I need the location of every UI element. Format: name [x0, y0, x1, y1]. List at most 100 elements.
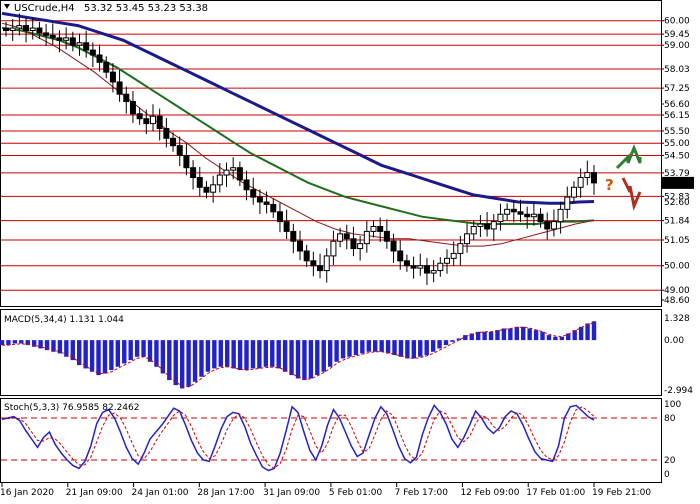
time-tick-label: 5 Feb 01:00	[329, 488, 383, 498]
macd-bar	[347, 340, 352, 357]
candle-body	[9, 27, 16, 31]
candle-body	[83, 42, 90, 51]
macd-bar	[585, 323, 590, 341]
price-pane-border	[0, 0, 662, 307]
candle-body	[256, 196, 263, 203]
candle-body	[283, 221, 290, 232]
macd-signal-line	[2, 322, 595, 388]
macd-bar	[19, 340, 24, 344]
candle-body	[510, 208, 517, 213]
macd-bar	[495, 330, 500, 341]
macd-bar	[437, 340, 442, 349]
candle-body	[163, 128, 170, 139]
candle-body	[323, 255, 330, 272]
macd-bar	[514, 326, 519, 341]
candle-body	[357, 243, 364, 250]
macd-bar	[488, 331, 494, 341]
macd-bar	[250, 340, 256, 369]
macd-bar	[6, 340, 11, 346]
macd-bar	[443, 340, 449, 346]
price-tick-label: 48.60	[664, 296, 690, 306]
ma-fast-line	[1, 22, 595, 247]
price-tick-label: 55.00	[664, 139, 690, 149]
candle-body	[290, 230, 297, 242]
candle-body	[103, 61, 110, 73]
macd-bar	[218, 340, 223, 367]
candle-body	[577, 177, 584, 188]
price-tick-label: 51.84	[664, 217, 690, 227]
macd-bar	[192, 340, 198, 382]
macd-bar	[237, 340, 243, 371]
price-tick-label: 60.00	[664, 17, 690, 27]
candle-body	[143, 118, 150, 125]
price-tick-label: 49.00	[664, 286, 690, 296]
resistance-levels	[1, 20, 661, 291]
macd-bar	[527, 328, 532, 341]
macd-bar	[578, 326, 584, 341]
price-tick-label: 52.60	[664, 198, 690, 208]
macd-bar	[321, 340, 326, 372]
candle-body	[383, 230, 390, 242]
candle-body	[437, 262, 444, 272]
candle-body	[330, 240, 337, 257]
symbol-dropdown-icon[interactable]	[4, 4, 10, 9]
macd-bar	[12, 340, 18, 344]
time-axis: 16 Jan 2020 21 Jan 09:00 24 Jan 01:00 28 Ja…	[0, 483, 651, 498]
candle-body	[129, 101, 136, 115]
macd-bar	[0, 340, 5, 346]
macd-bar	[141, 340, 146, 357]
macd-bar	[366, 340, 371, 352]
candle-body	[564, 196, 571, 210]
macd-bar	[128, 340, 133, 361]
candle-body	[230, 167, 237, 171]
macd-bar	[244, 340, 249, 371]
candle-body	[591, 172, 597, 184]
macd-bar	[340, 340, 346, 359]
down-arrow-icon	[621, 177, 642, 212]
candle-body	[150, 115, 156, 125]
macd-title: MACD(5,34,4) 1.131 1.044	[4, 315, 124, 325]
macd-bar	[270, 340, 275, 367]
price-tick-label: 53.79	[664, 169, 690, 179]
macd-bar	[147, 340, 153, 362]
macd-bar	[521, 326, 526, 341]
price-tick-label: 57.25	[664, 84, 690, 94]
candle-body	[270, 203, 277, 213]
candle-body	[490, 221, 497, 230]
candle-body	[504, 208, 511, 215]
macd-bar	[282, 340, 288, 372]
candle-body	[317, 265, 324, 272]
candle-body	[464, 233, 471, 245]
stoch-title: Stoch(5,3,3) 76.9585 82.2462	[4, 403, 139, 413]
candle-body	[223, 169, 230, 176]
macd-bar	[566, 333, 571, 341]
symbol-label: USCrude,H4	[14, 3, 75, 14]
ma-slow-line	[1, 11, 595, 205]
macd-bar	[482, 331, 487, 341]
candle-body	[196, 177, 203, 188]
candle-body	[170, 137, 177, 147]
macd-bar	[70, 340, 75, 361]
candle-body	[236, 167, 243, 181]
candle-body	[537, 213, 544, 223]
candle-body	[63, 37, 70, 41]
up-arrow-icon	[615, 143, 642, 170]
macd-bar	[559, 336, 565, 341]
macd-bar	[51, 340, 56, 352]
macd-bar	[109, 340, 114, 371]
candle-body	[544, 221, 551, 230]
macd-bar	[398, 340, 404, 357]
candle-body	[584, 172, 591, 179]
candle-body	[444, 257, 450, 264]
candle-body	[410, 265, 417, 269]
macd-bar	[179, 340, 185, 389]
stoch-pane-border	[0, 398, 662, 483]
macd-bar	[167, 340, 172, 381]
candle-body	[183, 154, 190, 169]
time-tick-label: 24 Jan 01:00	[132, 488, 189, 498]
stoch-tick-label: 80	[664, 414, 676, 424]
macd-pane-border	[0, 309, 662, 396]
candle-body	[190, 167, 197, 178]
macd-bar	[418, 340, 423, 357]
